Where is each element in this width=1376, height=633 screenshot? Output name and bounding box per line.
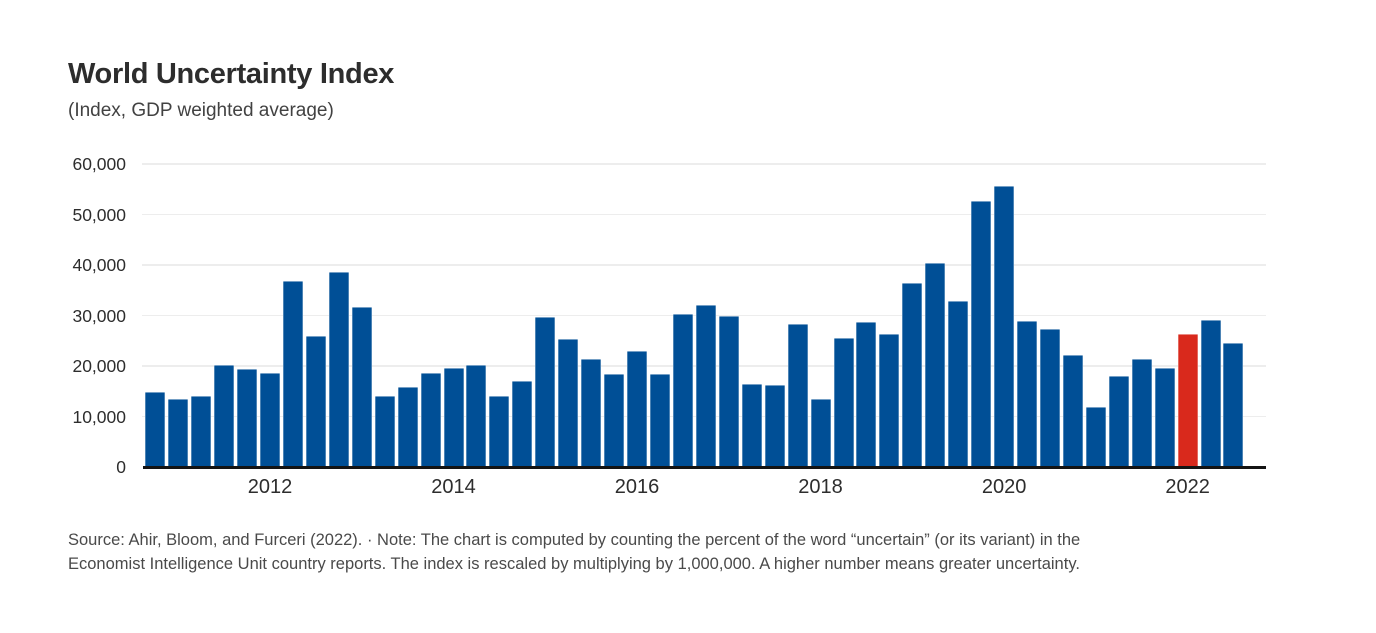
bar-2014Q2 bbox=[466, 365, 487, 467]
bar-2017Q1 bbox=[718, 315, 739, 467]
y-axis-label-20,000: 20,000 bbox=[72, 356, 126, 376]
bar-2019Q3 bbox=[948, 300, 969, 467]
gridline-50,000 bbox=[142, 213, 1266, 215]
bar-2019Q2 bbox=[925, 262, 946, 467]
y-axis-label-0: 0 bbox=[116, 457, 126, 477]
y-axis-label-40,000: 40,000 bbox=[72, 255, 126, 275]
bar-2012Q2 bbox=[282, 280, 303, 467]
bar-2016Q3 bbox=[672, 314, 693, 467]
bar-2014Q3 bbox=[489, 395, 510, 467]
bar-2019Q4 bbox=[971, 201, 992, 467]
bar-2018Q2 bbox=[833, 337, 854, 467]
bar-2020Q2 bbox=[1017, 320, 1038, 467]
bar-2018Q1 bbox=[810, 398, 831, 467]
x-axis-label-2020: 2020 bbox=[981, 476, 1027, 498]
bar-2012Q4 bbox=[328, 271, 349, 467]
bar-2020Q1 bbox=[994, 186, 1015, 467]
source-note-line-1: Source: Ahir, Bloom, and Furceri (2022).… bbox=[68, 531, 1081, 549]
bar-2017Q2 bbox=[741, 384, 762, 467]
source-note: Source: Ahir, Bloom, and Furceri (2022).… bbox=[68, 528, 1318, 576]
y-axis-label-10,000: 10,000 bbox=[72, 406, 126, 427]
y-axis-label-60,000: 60,000 bbox=[72, 154, 126, 174]
bar-2021Q4 bbox=[1154, 367, 1175, 467]
plot-area bbox=[142, 163, 1266, 467]
bar-2015Q2 bbox=[558, 338, 579, 467]
x-axis-label-2016: 2016 bbox=[614, 476, 660, 498]
bar-2016Q2 bbox=[649, 374, 670, 467]
bar-2011Q2 bbox=[191, 395, 212, 467]
chart-title: World Uncertainty Index bbox=[68, 58, 395, 90]
bar-2015Q1 bbox=[535, 316, 556, 467]
bar-2015Q3 bbox=[581, 359, 602, 467]
source-note-line-2: Economist Intelligence Unit country repo… bbox=[68, 555, 1080, 573]
bar-2011Q3 bbox=[214, 365, 235, 467]
x-axis-label-2012: 2012 bbox=[247, 476, 293, 498]
bar-2017Q4 bbox=[787, 323, 808, 467]
bar-2011Q1 bbox=[168, 399, 189, 467]
bar-2014Q4 bbox=[512, 380, 533, 467]
gridline-60,000 bbox=[142, 163, 1266, 165]
bar-2021Q2 bbox=[1108, 375, 1129, 467]
x-axis-line bbox=[143, 466, 1266, 469]
gridline-40,000 bbox=[142, 264, 1266, 266]
bar-2013Q2 bbox=[374, 395, 395, 467]
bar-2016Q4 bbox=[695, 305, 716, 467]
bar-2013Q4 bbox=[420, 373, 441, 467]
bar-2010Q4 bbox=[145, 392, 166, 467]
y-axis-label-50,000: 50,000 bbox=[72, 204, 126, 225]
bar-2015Q4 bbox=[604, 374, 625, 467]
bar-2022Q2 bbox=[1200, 319, 1221, 467]
chart-subtitle: (Index, GDP weighted average) bbox=[68, 100, 334, 121]
bar-2011Q4 bbox=[237, 369, 258, 467]
bar-2012Q3 bbox=[305, 336, 326, 467]
bar-2020Q3 bbox=[1039, 328, 1060, 467]
bar-2013Q1 bbox=[351, 306, 372, 467]
bar-2017Q3 bbox=[764, 385, 785, 467]
bar-2013Q3 bbox=[397, 386, 418, 467]
x-axis-label-2018: 2018 bbox=[798, 476, 843, 498]
bar-2021Q1 bbox=[1085, 406, 1106, 467]
x-axis: 2012 2014 2016 2018 2020 2022 bbox=[142, 476, 1266, 504]
bar-2022Q1 bbox=[1177, 333, 1198, 467]
x-axis-label-2014: 2014 bbox=[431, 476, 476, 498]
bar-2018Q3 bbox=[856, 322, 877, 467]
bar-2020Q4 bbox=[1062, 354, 1083, 467]
x-axis-label-2022: 2022 bbox=[1165, 476, 1210, 498]
bar-2021Q3 bbox=[1131, 358, 1152, 467]
y-axis-label-30,000: 30,000 bbox=[72, 305, 126, 326]
bar-2018Q4 bbox=[879, 333, 900, 467]
bar-2012Q1 bbox=[260, 373, 280, 467]
bar-2019Q1 bbox=[902, 282, 923, 467]
bar-2022Q3 bbox=[1223, 343, 1244, 467]
bar-2016Q1 bbox=[627, 351, 648, 467]
y-axis: 0 10,000 20,000 30,000 40,000 50,000 60,000 bbox=[0, 154, 126, 477]
bar-2014Q1 bbox=[443, 367, 464, 467]
